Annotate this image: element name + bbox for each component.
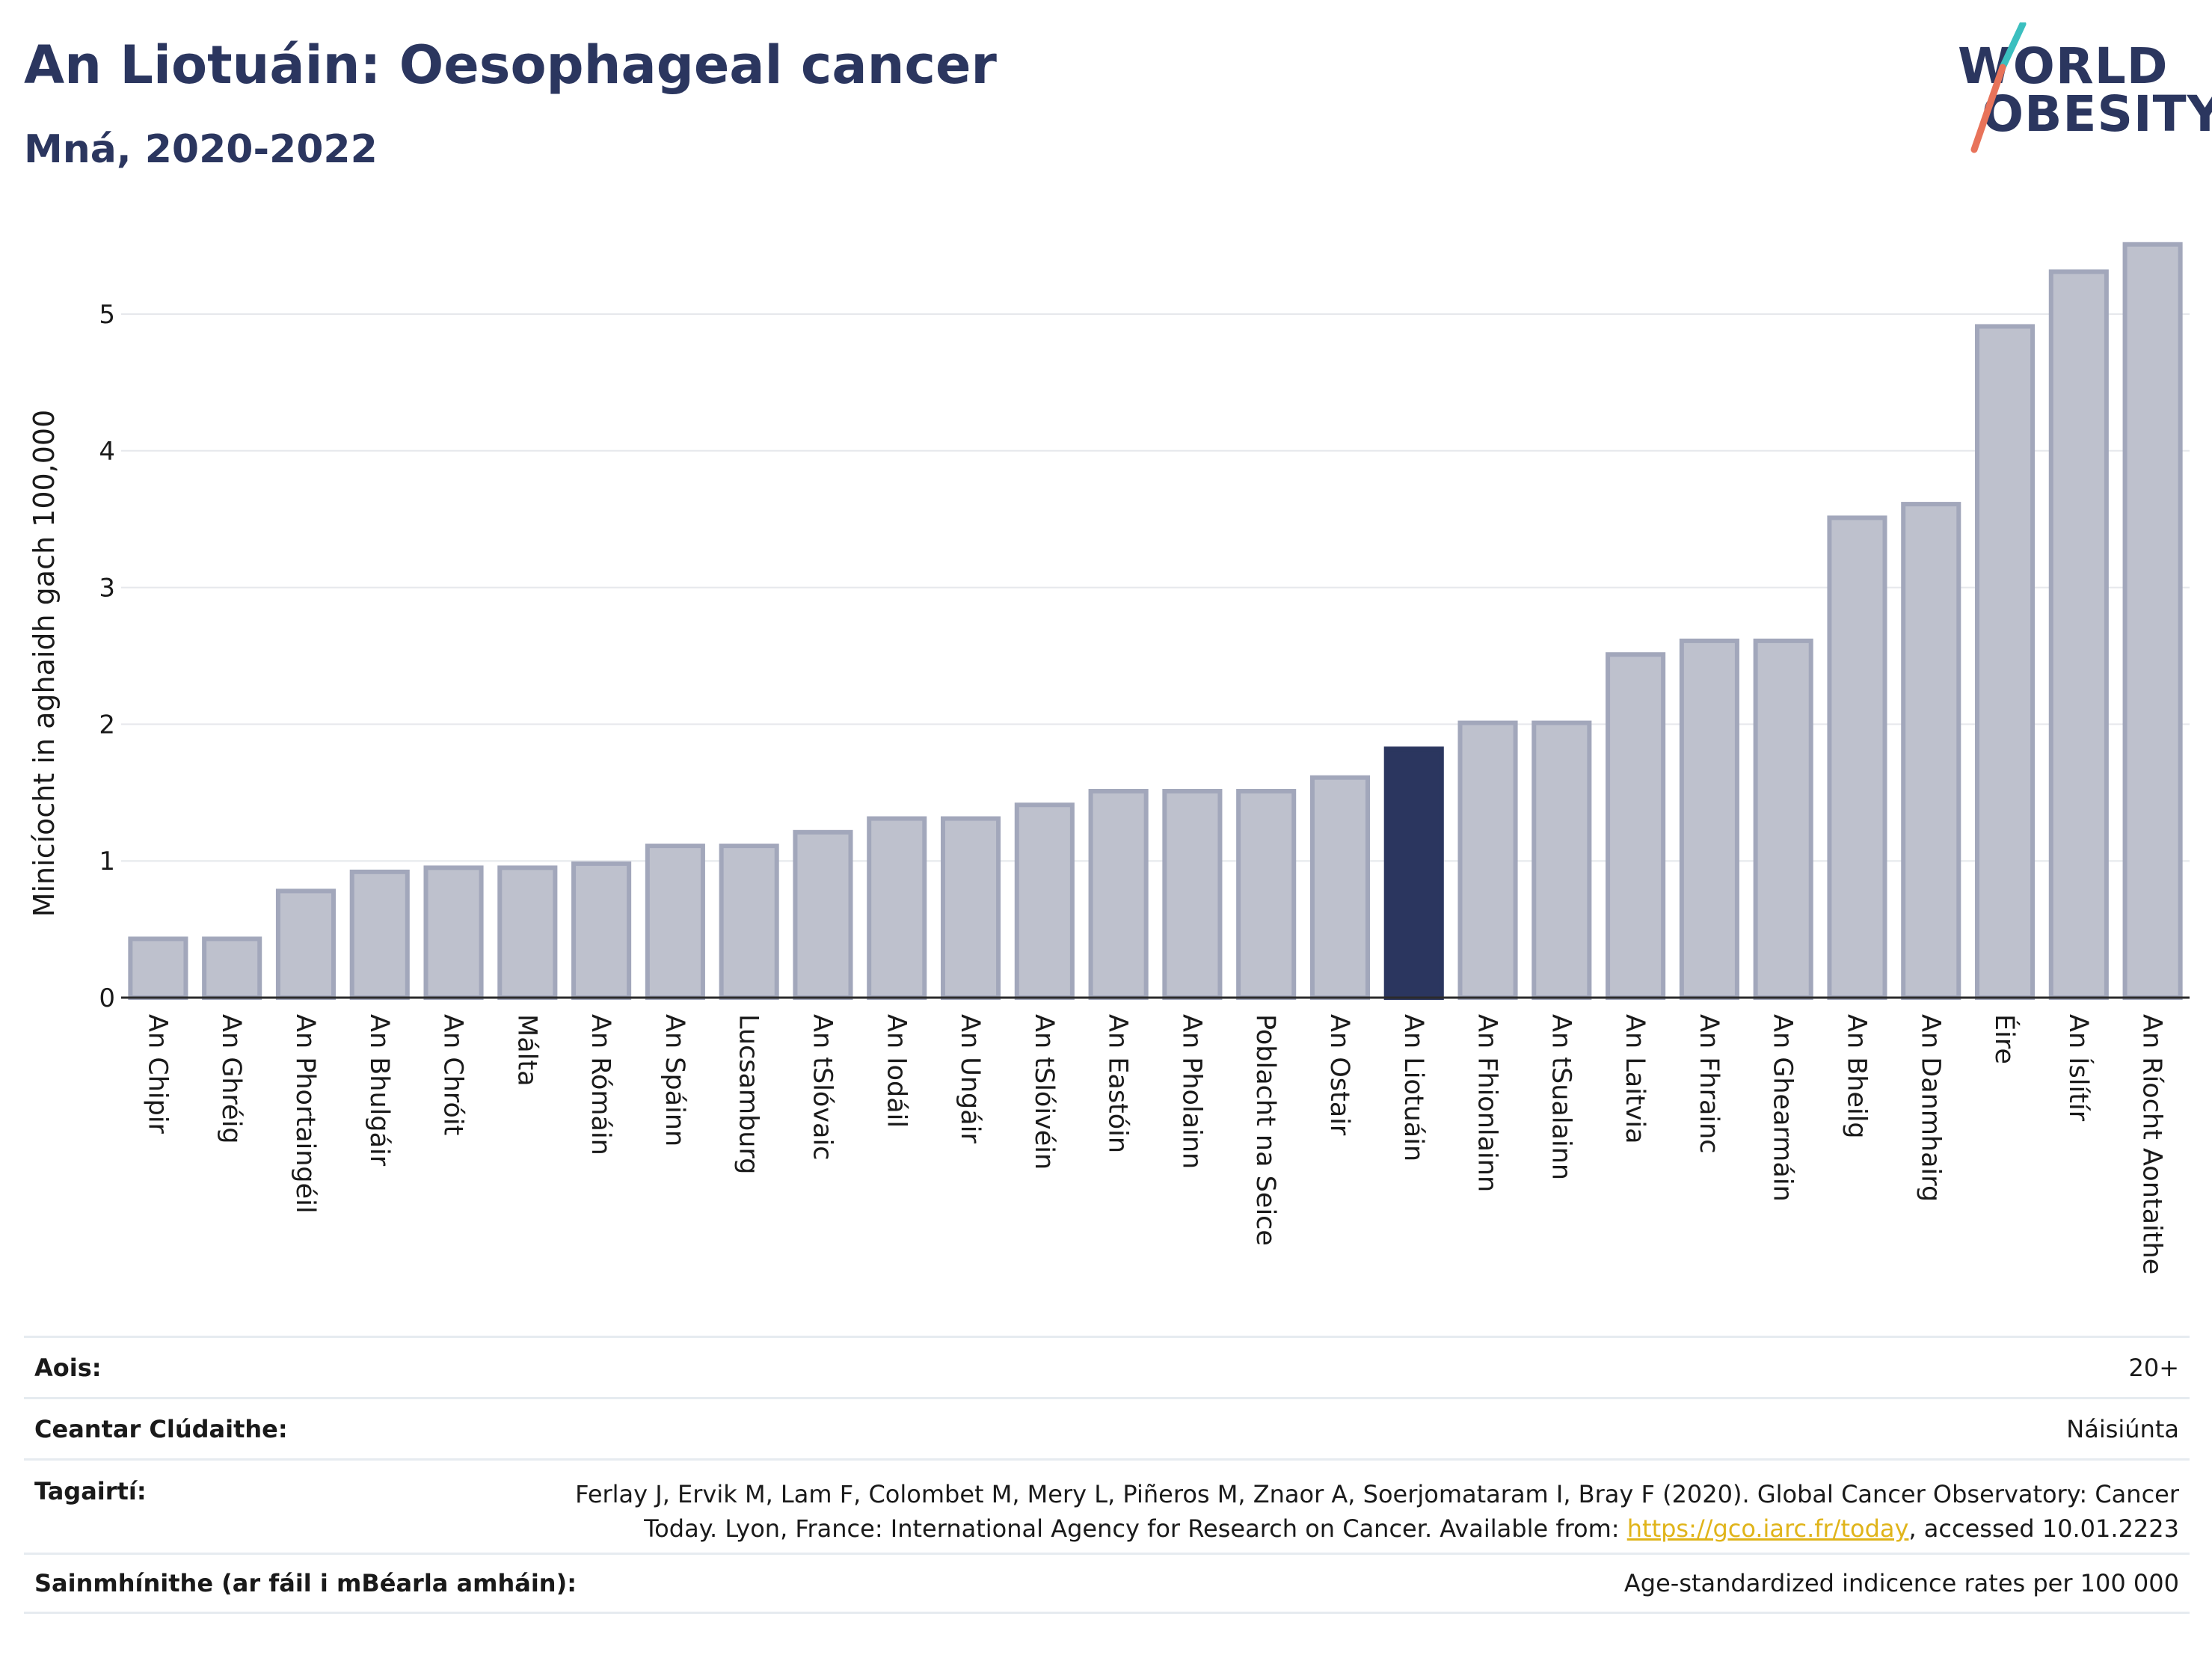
world-obesity-logo: WORLD OBESITY: [1952, 22, 2212, 157]
meta-row-age: Aois: 20+: [24, 1336, 2190, 1397]
logo-text-line1: WORLD: [1958, 37, 2169, 95]
bar: [423, 865, 484, 1000]
bar: [1974, 324, 2036, 1000]
meta-value-definitions: Age-standardized indicence rates per 100…: [1623, 1569, 2179, 1597]
x-tick-label: An Fhionlainn: [1472, 1014, 1502, 1192]
x-tick-label: An Ghréig: [216, 1014, 246, 1144]
x-tick-label: An Ghearmáin: [1768, 1014, 1798, 1202]
bar: [719, 844, 779, 1001]
bar: [1901, 502, 1961, 1000]
x-tick-label: Éire: [1989, 1014, 2021, 1064]
bar: [1309, 775, 1371, 1001]
reference-link[interactable]: https://gco.iarc.fr/today: [1626, 1514, 1909, 1543]
bar: [940, 816, 1001, 1000]
x-tick-label: An Phortaingéil: [290, 1014, 320, 1214]
chart-subtitle: Mná, 2020-2022: [24, 127, 378, 172]
chart-title: An Liotuáin: Oesophageal cancer: [24, 34, 997, 96]
bar: [1679, 638, 1739, 1001]
x-tick-label: An Ostair: [1324, 1014, 1354, 1136]
x-tick-label: An Íslítír: [2063, 1014, 2095, 1122]
bar: [1236, 788, 1297, 1001]
bar: [793, 829, 853, 1001]
meta-value-references: Ferlay J, Ervik M, Lam F, Colombet M, Me…: [575, 1477, 2179, 1546]
x-tick-label: An Pholainn: [1176, 1014, 1206, 1169]
x-tick-label: Málta: [511, 1014, 541, 1087]
logo-slash-icon: [1970, 22, 2027, 153]
x-tick-label: An Iodáil: [881, 1014, 911, 1128]
bar: [1457, 720, 1518, 1001]
bar: [497, 865, 558, 1000]
bar: [645, 844, 705, 1001]
meta-row-coverage: Ceantar Clúdaithe: Náisiúnta: [24, 1397, 2190, 1458]
y-tick-label: 1: [99, 847, 115, 876]
bar: [571, 861, 632, 1000]
x-tick-label: An Eastóin: [1103, 1014, 1133, 1153]
reference-line2-pre: Today. Lyon, France: International Agenc…: [644, 1514, 1627, 1543]
bar: [349, 869, 410, 1000]
x-tick-label: Poblacht na Seice: [1250, 1014, 1280, 1246]
bar: [1531, 720, 1592, 1001]
bar: [1162, 788, 1223, 1001]
bar: [867, 816, 927, 1000]
bar: [1753, 638, 1813, 1001]
reference-line1: Ferlay J, Ervik M, Lam F, Colombet M, Me…: [575, 1480, 2179, 1508]
bar: [1088, 788, 1149, 1001]
meta-label-coverage: Ceantar Clúdaithe:: [34, 1414, 288, 1443]
bar: [1606, 652, 1666, 1000]
x-tick-label: An Danmhairg: [1915, 1014, 1945, 1202]
bar-highlight: [1383, 746, 1444, 1001]
y-axis-label: Minicíocht in aghaidh gach 100,000: [28, 410, 61, 918]
meta-row-definitions: Sainmhínithe (ar fáil i mBéarla amháin):…: [24, 1553, 2190, 1614]
meta-value-age: 20+: [2128, 1353, 2179, 1382]
bar: [2122, 242, 2183, 1001]
x-tick-label: An Chipir: [142, 1014, 172, 1134]
bar: [275, 888, 337, 1001]
meta-label-age: Aois:: [34, 1353, 102, 1382]
bar-chart: 0 1 2 3 4 5 Minicíocht in aghaidh gach 100,000…: [28, 242, 2190, 1274]
meta-label-definitions: Sainmhínithe (ar fáil i mBéarla amháin):: [34, 1569, 577, 1597]
x-tick-label: An Laitvia: [1620, 1014, 1650, 1144]
y-tick-label: 3: [99, 574, 115, 604]
bar: [1014, 802, 1075, 1000]
y-tick-label: 5: [99, 300, 115, 330]
x-tick-label: An Rómáin: [586, 1014, 615, 1155]
x-tick-label: An tSualainn: [1546, 1014, 1576, 1180]
bar: [2048, 269, 2109, 1001]
x-tick-label: An Ungáir: [955, 1014, 985, 1143]
x-tick-label: Lucsamburg: [734, 1014, 764, 1174]
bar: [128, 936, 188, 1000]
meta-value-coverage: Náisiúnta: [2066, 1414, 2179, 1443]
x-tick-label: An tSlóvaic: [807, 1014, 837, 1160]
bar: [202, 936, 262, 1000]
y-tick-label: 4: [99, 437, 115, 467]
x-tick-label: An Bheilg: [1841, 1014, 1871, 1139]
metadata-table: Aois: 20+ Ceantar Clúdaithe: Náisiúnta T…: [24, 1336, 2190, 1614]
meta-row-references: Tagairtí: Ferlay J, Ervik M, Lam F, Colo…: [24, 1458, 2190, 1553]
bar: [1827, 515, 1887, 1000]
x-tick-label: An Spáinn: [660, 1014, 689, 1146]
y-tick-label: 2: [99, 710, 115, 740]
reference-line2-post: , accessed 10.01.2223: [1908, 1514, 2179, 1543]
x-tick-label: An Liotuáin: [1398, 1014, 1428, 1161]
x-tick-label: An tSlóivéin: [1029, 1014, 1059, 1170]
x-tick-label: An Fhrainc: [1694, 1014, 1724, 1154]
x-tick-label: An Chróit: [438, 1014, 468, 1135]
meta-label-references: Tagairtí:: [34, 1477, 147, 1505]
y-tick-label: 0: [99, 983, 115, 1013]
logo-text-line2: OBESITY: [1982, 85, 2212, 143]
x-tick-label: An Ríocht Aontaithe: [2137, 1014, 2167, 1274]
x-tick-label: An Bhulgáir: [364, 1014, 394, 1167]
